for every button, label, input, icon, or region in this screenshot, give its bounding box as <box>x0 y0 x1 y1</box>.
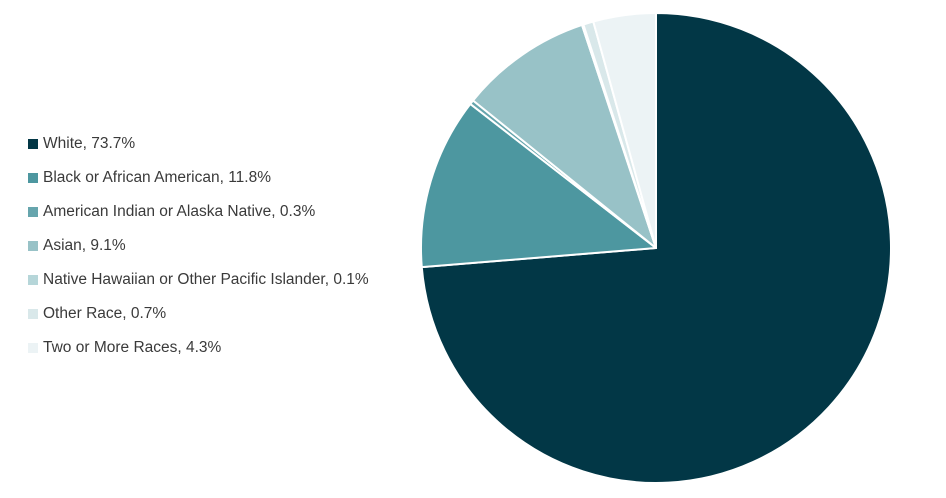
legend-item: Black or African American, 11.8% <box>28 161 369 195</box>
legend-label: Black or African American, 11.8% <box>43 169 272 186</box>
legend-label: Native Hawaiian or Other Pacific Islande… <box>43 271 369 288</box>
legend-item: American Indian or Alaska Native, 0.3% <box>28 195 369 229</box>
legend-label: American Indian or Alaska Native, 0.3% <box>43 203 316 220</box>
pie-slice-asian <box>472 23 657 249</box>
legend-item: Native Hawaiian or Other Pacific Islande… <box>28 263 369 297</box>
legend-swatch <box>28 207 38 217</box>
legend-label: Two or More Races, 4.3% <box>43 339 222 356</box>
legend-label: Asian, 9.1% <box>43 237 126 254</box>
legend-item: Asian, 9.1% <box>28 229 369 263</box>
legend-item: Two or More Races, 4.3% <box>28 331 369 365</box>
legend-label: White, 73.7% <box>43 135 136 152</box>
legend-swatch <box>28 309 38 319</box>
pie-slice-two-or-more-races <box>592 12 657 249</box>
legend-item: Other Race, 0.7% <box>28 297 369 331</box>
pie-slice-black-or-african-american <box>420 102 657 269</box>
chart-legend: White, 73.7% Black or African American, 1… <box>28 127 369 365</box>
legend-swatch <box>28 275 38 285</box>
legend-swatch <box>28 241 38 251</box>
pie-slices <box>420 12 892 484</box>
legend-swatch <box>28 139 38 149</box>
legend-swatch <box>28 343 38 353</box>
legend-item: White, 73.7% <box>28 127 369 161</box>
legend-label: Other Race, 0.7% <box>43 305 167 322</box>
legend-swatch <box>28 173 38 183</box>
